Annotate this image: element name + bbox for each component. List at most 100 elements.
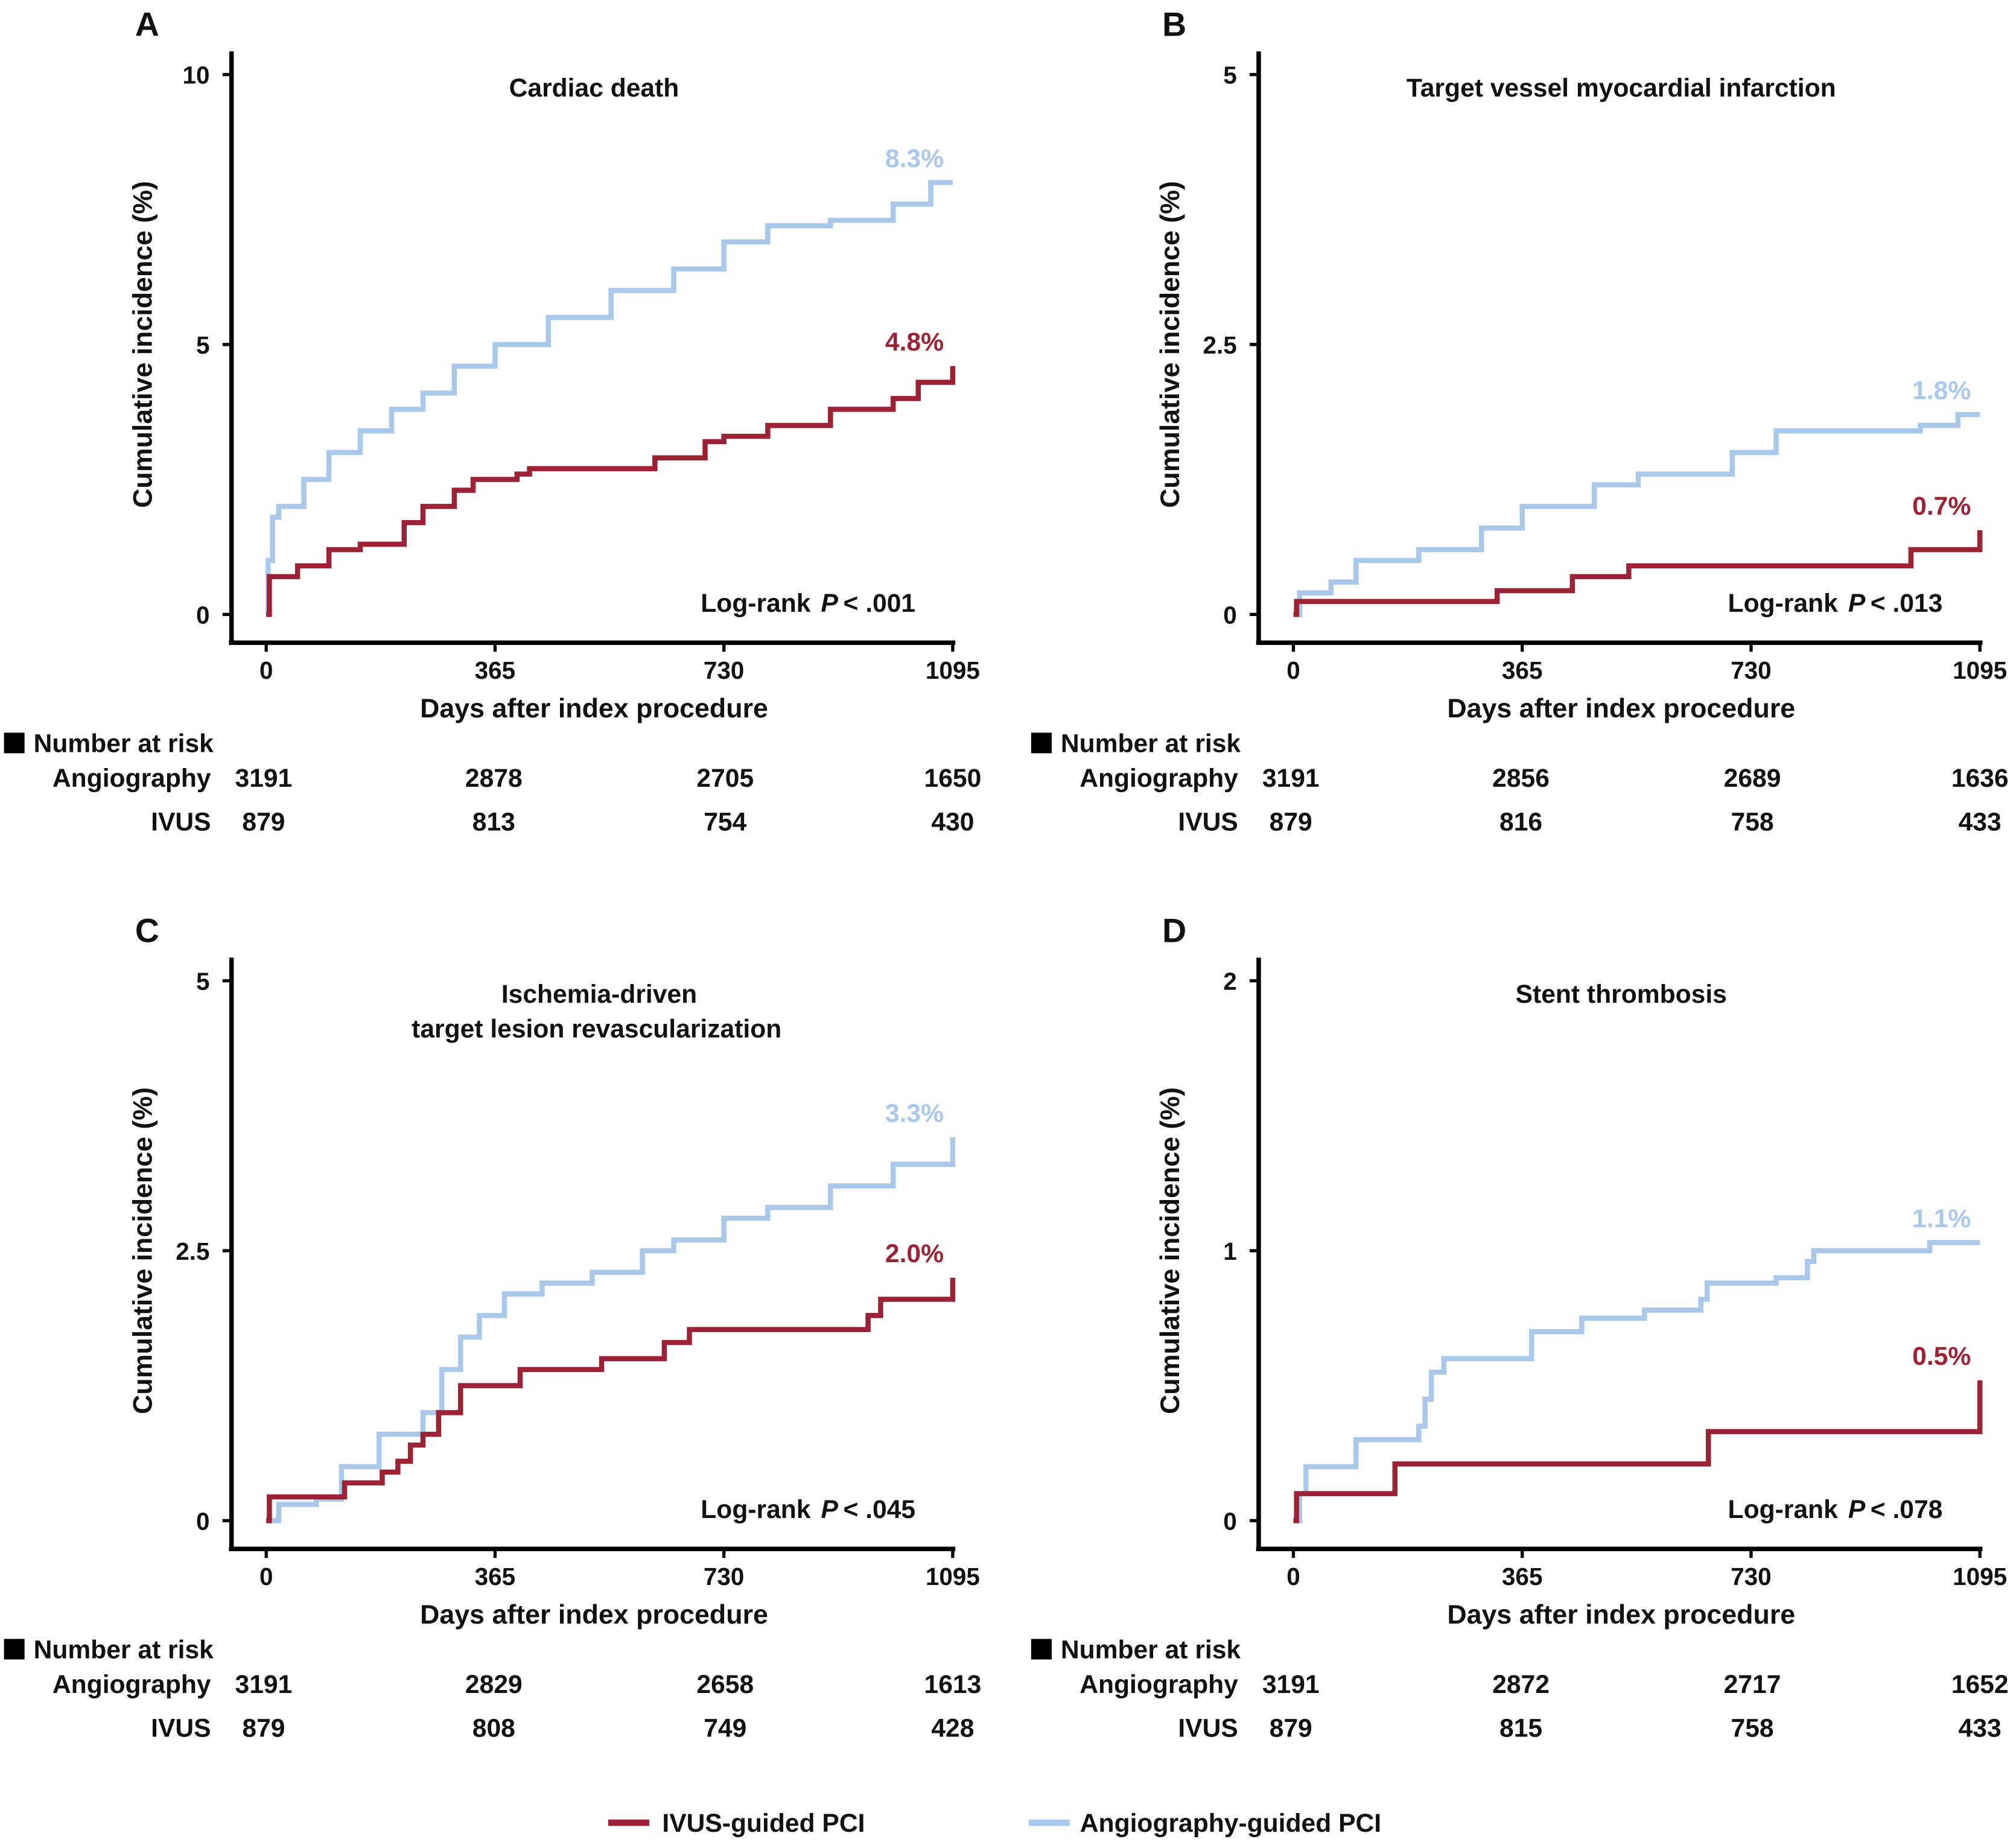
risk-value: 879 [1270,1713,1312,1742]
angiography-end-label: 1.1% [1912,1204,1971,1233]
legend: IVUS-guided PCI Angiography-guided PCI [608,1809,1381,1838]
x-tick-label: 730 [704,656,745,684]
x-tick-label: 730 [704,1563,745,1590]
risk-value: 2878 [465,764,523,793]
angiography-curve [266,1137,956,1523]
x-tick-label: 365 [1502,1563,1543,1590]
log-rank-text: Log-rank P < .045 [701,1495,915,1524]
risk-table-marker [1031,1639,1052,1660]
y-tick-label: 10 [182,61,209,89]
x-tick-label: 730 [1731,656,1772,684]
risk-value: 758 [1731,1713,1774,1742]
x-tick-label: 1095 [926,656,980,684]
x-axis-label: Days after index procedure [420,1599,768,1630]
risk-value: 433 [1959,1713,2002,1742]
risk-row-label: IVUS [151,807,211,836]
panel-letter: D [1162,912,1186,950]
risk-value: 3191 [235,764,293,793]
risk-value: 2689 [1724,764,1781,793]
ivus-end-label: 2.0% [885,1239,944,1268]
chart-title-line2: target lesion revascularization [412,1014,781,1043]
risk-value: 3191 [235,1670,293,1699]
risk-value: 879 [242,1713,285,1742]
log-rank-label: Log-rank [701,1495,811,1524]
panel-d: D 0 1 2 0 365 730 1095 Days after index procedur… [1031,912,2009,1742]
risk-value: 2829 [465,1670,523,1699]
p-label: P [1848,589,1866,618]
risk-value: 749 [704,1713,746,1742]
risk-value: 3191 [1262,764,1320,793]
y-tick-label: 2 [1223,967,1237,995]
risk-value: 1636 [1951,764,2009,793]
risk-value: 879 [242,807,285,836]
risk-row-label: Angiography [52,764,211,793]
angiography-end-label: 1.8% [1912,376,1971,405]
risk-table-marker [1031,732,1052,754]
risk-value: 758 [1731,807,1774,836]
y-tick-label: 1 [1223,1237,1237,1265]
x-axis-label: Days after index procedure [1447,1599,1795,1630]
x-tick-label: 365 [1502,656,1543,684]
angiography-end-label: 3.3% [885,1099,944,1128]
p-value: < .001 [843,589,915,618]
risk-row-label: IVUS [151,1713,211,1742]
x-tick-label: 0 [259,1563,273,1590]
risk-table-header: Number at risk [1061,1635,1241,1664]
risk-value: 879 [1270,807,1312,836]
y-tick-label: 2.5 [1203,331,1236,359]
p-value: < .045 [843,1495,915,1524]
risk-value: 428 [931,1713,974,1742]
x-axis-label: Days after index procedure [420,693,768,723]
panel-letter: C [135,912,159,950]
risk-table-marker [4,732,25,754]
risk-value: 3191 [1262,1670,1320,1699]
risk-value: 2705 [696,764,754,793]
risk-row-label: Angiography [1080,764,1238,793]
panel-c: C 0 2.5 5 0 365 730 1095 Days after index proced… [4,912,981,1742]
chart-title: Target vessel myocardial infarction [1407,74,1836,103]
risk-value: 433 [1959,807,2002,836]
y-axis-label: Cumulative incidence (%) [1155,1087,1185,1414]
ivus-curve [266,366,956,617]
p-label: P [821,589,839,618]
y-axis-label: Cumulative incidence (%) [128,181,158,508]
x-tick-label: 0 [1286,656,1300,684]
log-rank-label: Log-rank [1728,589,1839,618]
risk-value: 430 [931,807,974,836]
chart-title: Ischemia-driven [501,980,697,1009]
y-tick-label: 5 [1223,61,1237,89]
x-tick-label: 1095 [1953,656,2007,684]
p-value: < .078 [1871,1495,1943,1524]
y-tick-label: 2.5 [176,1237,209,1265]
ivus-curve [1293,530,1983,617]
angiography-curve [1293,1240,1980,1523]
angiography-curve [266,180,953,617]
log-rank-label: Log-rank [701,589,811,618]
x-tick-label: 0 [1286,1563,1300,1590]
p-value: < .013 [1871,589,1943,618]
risk-table-header: Number at risk [34,1635,214,1664]
panel-letter: A [135,6,159,43]
y-tick-label: 0 [1223,1507,1237,1535]
chart-title: Stent thrombosis [1516,980,1727,1009]
y-axis-label: Cumulative incidence (%) [1155,181,1185,508]
x-tick-label: 365 [475,1563,516,1590]
risk-table-header: Number at risk [1061,729,1241,758]
risk-table-header: Number at risk [34,729,214,758]
risk-value: 1652 [1951,1670,2009,1699]
risk-value: 808 [472,1713,515,1742]
panel-a: A 0 5 10 0 365 730 1095 Days after index procedu… [4,6,981,836]
y-tick-label: 0 [1223,601,1237,629]
risk-value: 815 [1499,1713,1542,1742]
log-rank-text: Log-rank P < .013 [1728,589,1943,618]
x-axis-label: Days after index procedure [1447,693,1795,723]
legend-label: IVUS-guided PCI [662,1809,865,1838]
risk-value: 2658 [696,1670,754,1699]
risk-row-label: IVUS [1178,807,1238,836]
legend-label: Angiography-guided PCI [1080,1809,1381,1838]
panel-letter: B [1162,6,1186,43]
risk-value: 754 [704,807,746,836]
risk-row-label: IVUS [1178,1713,1238,1742]
y-tick-label: 5 [196,331,210,359]
